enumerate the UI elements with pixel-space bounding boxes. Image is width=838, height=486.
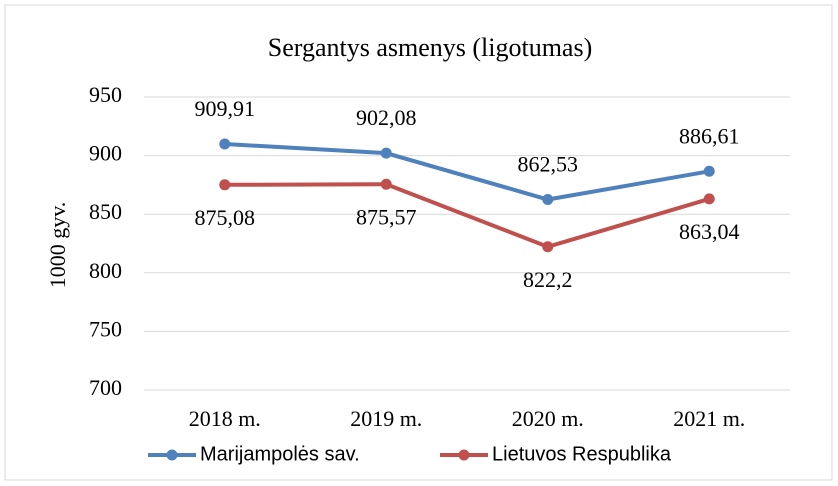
data-label: 875,57: [356, 204, 417, 229]
data-point: [542, 194, 554, 206]
x-tick-label: 2021 m.: [673, 406, 745, 431]
data-point: [219, 179, 231, 191]
y-tick-label: 950: [89, 82, 122, 107]
y-tick-label: 850: [89, 199, 122, 224]
x-tick-label: 2018 m.: [189, 406, 261, 431]
y-tick-label: 900: [89, 141, 122, 166]
data-label: 863,04: [679, 219, 740, 244]
y-axis-label: 1000 gyv.: [45, 202, 70, 289]
x-tick-label: 2020 m.: [512, 406, 584, 431]
data-point: [380, 147, 392, 159]
series-line: [224, 141, 710, 202]
data-point: [219, 138, 231, 150]
legend-label: Lietuvos Respublika: [492, 443, 672, 465]
legend-marker: [458, 449, 470, 461]
data-point: [703, 165, 715, 177]
chart-border: [4, 4, 833, 481]
data-point: [380, 178, 392, 190]
data-label: 862,53: [518, 152, 579, 177]
data-label: 875,08: [195, 205, 256, 230]
data-point: [542, 241, 554, 253]
data-point: [703, 193, 715, 205]
data-label: 886,61: [679, 123, 740, 148]
legend-label: Marijampolės sav.: [200, 443, 360, 465]
y-tick-label: 750: [89, 316, 122, 341]
chart-title: Sergantys asmenys (ligotumas): [268, 33, 592, 62]
data-label: 909,91: [195, 96, 256, 121]
data-label: 822,2: [523, 267, 573, 292]
legend-marker: [166, 449, 178, 461]
data-label: 902,08: [356, 105, 417, 130]
x-tick-label: 2019 m.: [350, 406, 422, 431]
y-tick-label: 800: [89, 258, 122, 283]
y-tick-label: 700: [89, 375, 122, 400]
series-line: [224, 182, 710, 249]
